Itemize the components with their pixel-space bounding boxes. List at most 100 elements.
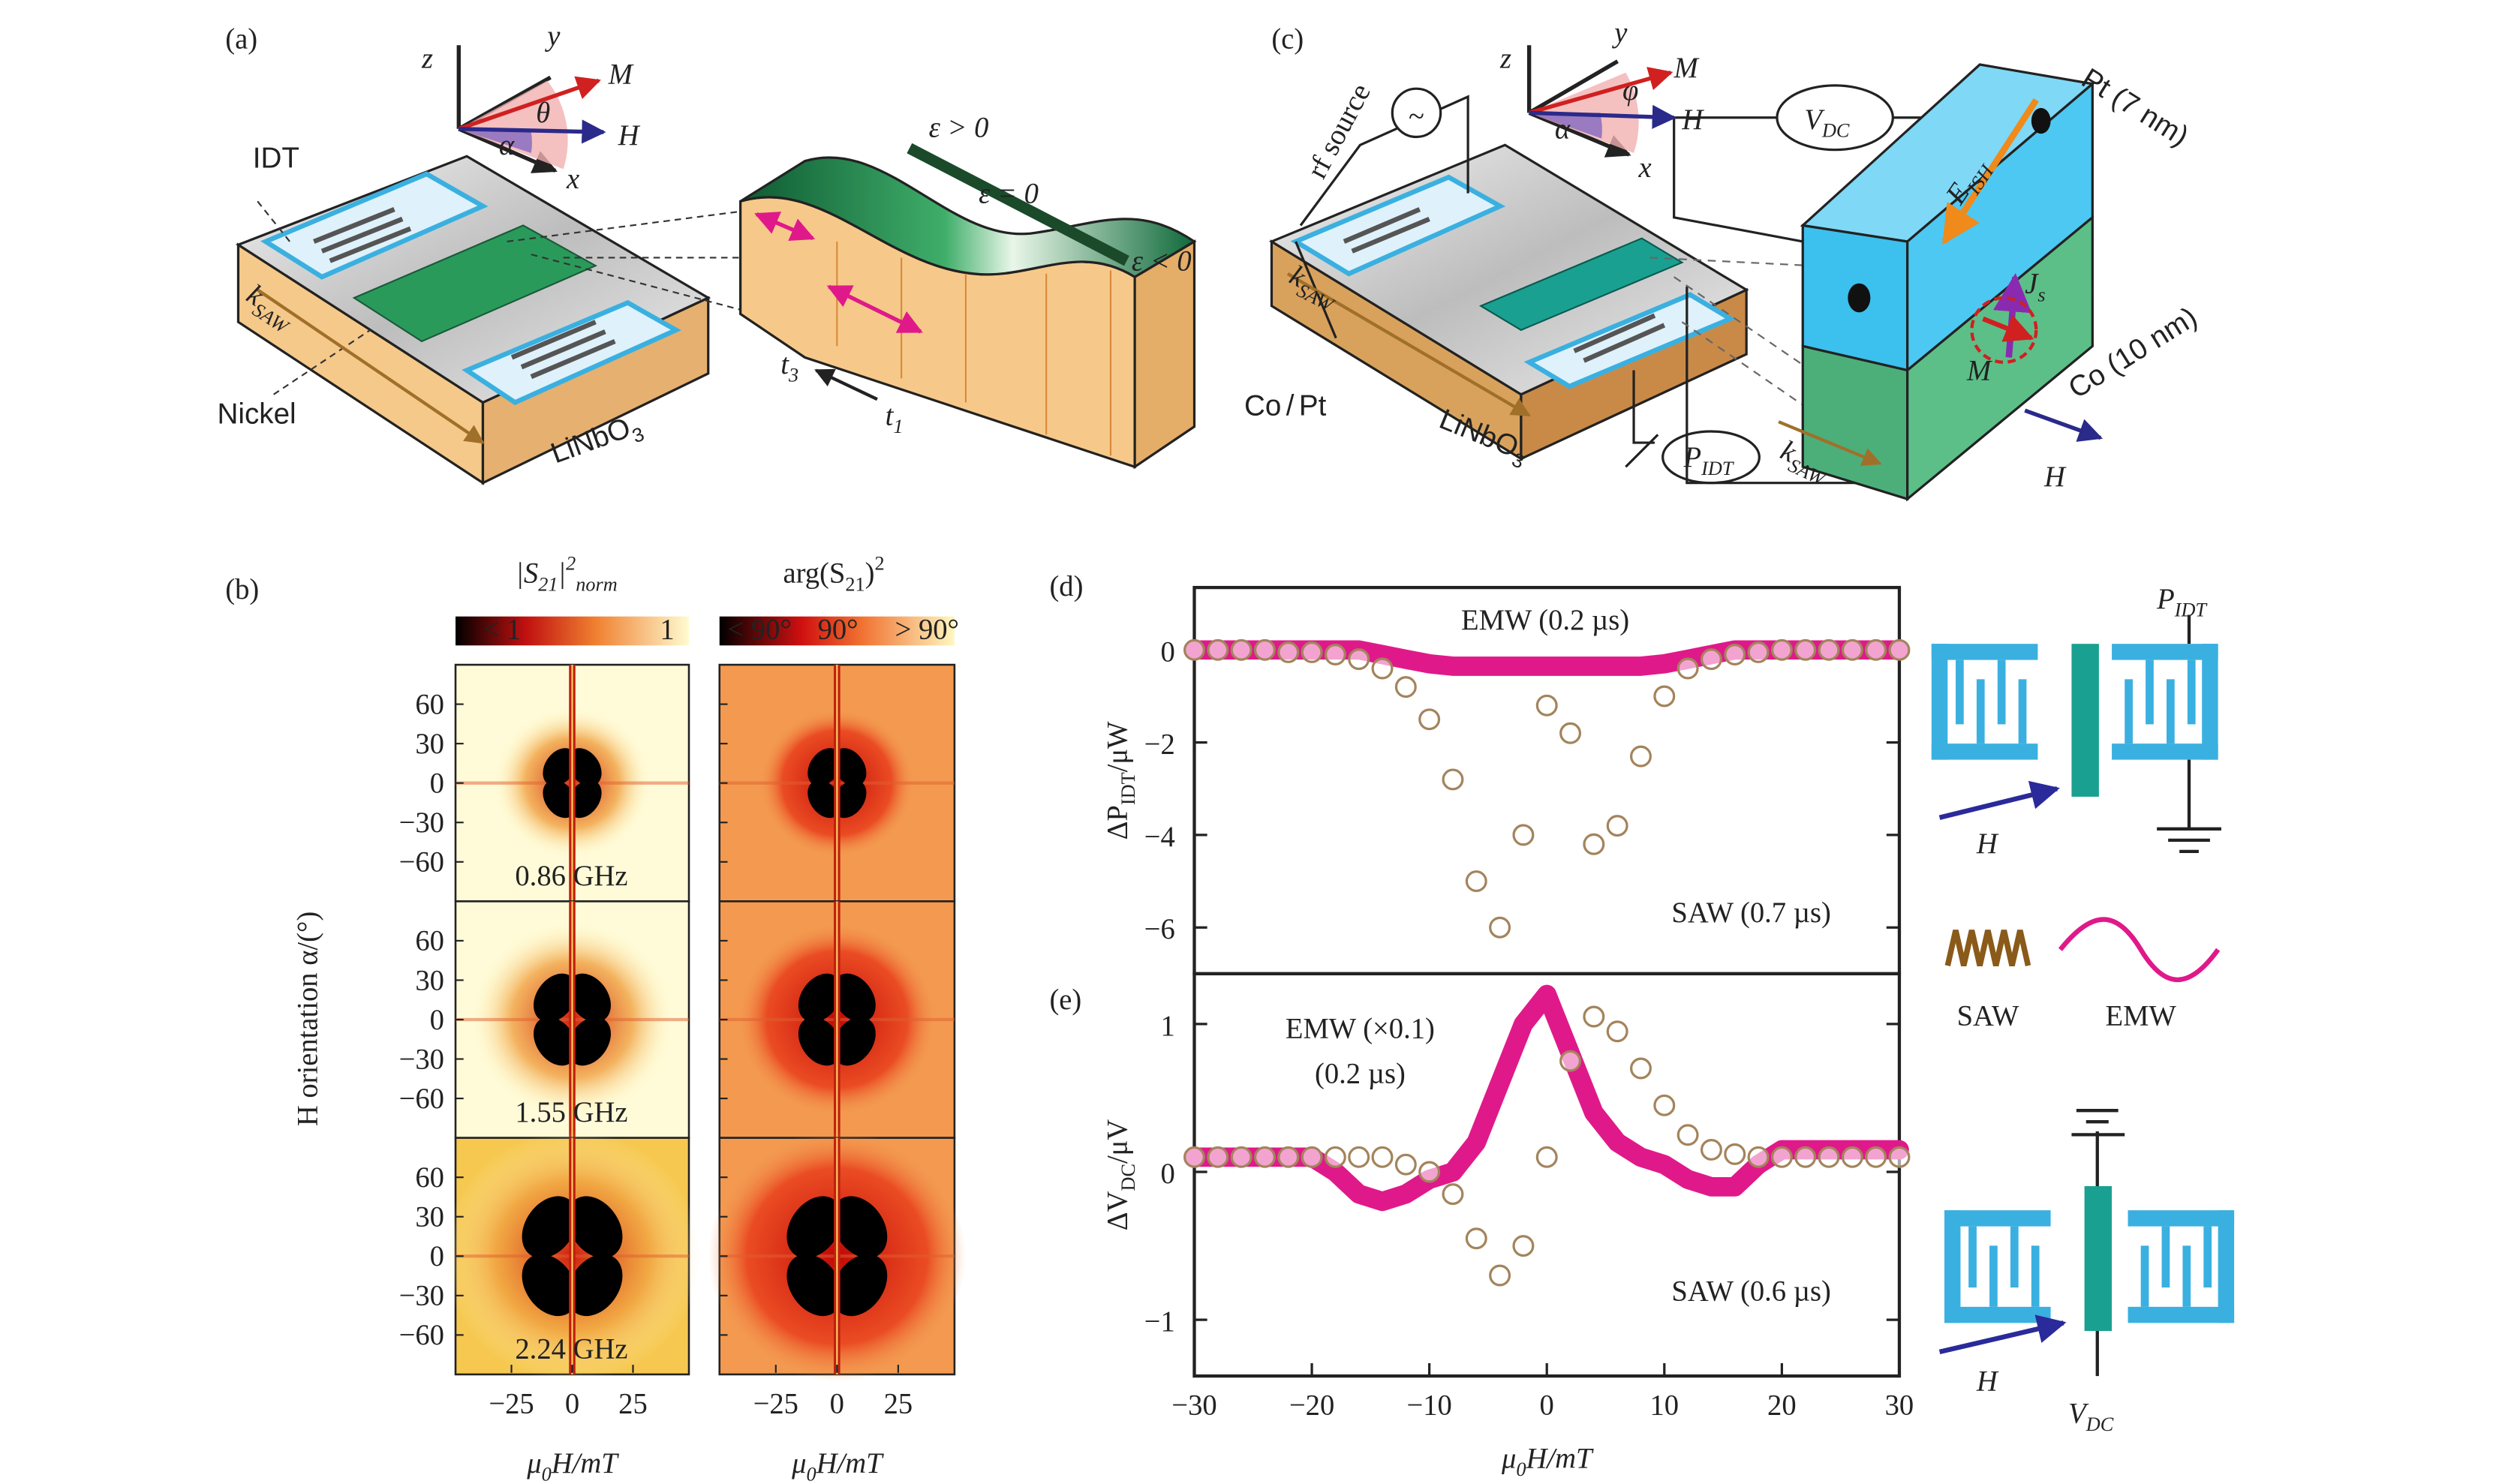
schematic-shape: [1938, 1314, 2067, 1355]
axis-label: x: [1637, 152, 1651, 184]
data-point: [1630, 745, 1652, 768]
component-label-part: DC: [2085, 1413, 2114, 1435]
y-axis-label: ΔVDC/μV: [1102, 1119, 1139, 1231]
panel-a-illustration-shape: [256, 288, 485, 444]
data-point: [1841, 1146, 1863, 1168]
component-label-part: IDT: [2174, 599, 2209, 621]
annotation: (0.2 µs): [1315, 1059, 1406, 1090]
component-label-part: P: [1683, 442, 1702, 473]
data-point: [1865, 1146, 1887, 1168]
x-tick-label: 10: [1650, 1390, 1680, 1422]
panel-a-illustration-shape: [260, 171, 489, 280]
x-tick-label: 0: [565, 1388, 579, 1419]
y-tick-label: −2: [1144, 729, 1175, 761]
panel-c-illustration-shape: [2024, 408, 2104, 442]
data-point: [1489, 1264, 1511, 1287]
x-tick-label: −25: [753, 1388, 798, 1419]
panel-label: (b): [225, 574, 259, 605]
annotation: EMW (×0.1): [1286, 1014, 1435, 1045]
x-axis-label-part: 0: [542, 1463, 552, 1484]
data-point: [1724, 644, 1746, 665]
x-axis-label-part: H/mT: [1526, 1443, 1594, 1474]
heatmap-lobe: [831, 1196, 888, 1258]
column-title-part: 21: [845, 573, 865, 595]
component-label-part: V: [1804, 104, 1825, 136]
panel-c-illustration-shape: [1343, 207, 1666, 363]
data-point: [1418, 708, 1441, 731]
x-tick-label: 0: [1540, 1390, 1554, 1422]
x-axis-label-part: H/mT: [816, 1448, 884, 1479]
vector-label: H: [1976, 828, 1999, 860]
vector-label: H: [1681, 104, 1704, 136]
data-point: [1207, 1146, 1229, 1168]
axis-label-part: t: [780, 349, 789, 380]
schematic-shape-shape: [2218, 1210, 2235, 1323]
data-point: [1348, 648, 1370, 671]
vector-label: H: [1976, 1365, 1999, 1397]
colorbar: [455, 616, 955, 646]
schematic-shape-shape: [2112, 744, 2218, 760]
schematic-shape-shape: [2125, 679, 2133, 744]
data-point: [1512, 1235, 1535, 1257]
y-tick-label: 0: [1160, 636, 1174, 668]
y-tick-label: 0: [430, 1241, 444, 1272]
component-label: Nickel: [218, 398, 296, 430]
vector-label: M: [1966, 355, 1992, 386]
axis-label: t1: [886, 400, 904, 437]
x-tick-label: −20: [1289, 1390, 1334, 1422]
data-point: [1888, 638, 1911, 661]
current-label-part: J: [2025, 269, 2039, 300]
panel-label: (d): [1049, 571, 1083, 602]
y-tick-label: −1: [1144, 1306, 1175, 1338]
x-axis-label: μ0H/mT: [1501, 1443, 1594, 1480]
data-point: [1583, 833, 1605, 855]
data-point: [1818, 638, 1840, 661]
data-point: [1465, 1227, 1487, 1250]
colorbar-label: 1: [660, 614, 674, 646]
panel-a-illustration-shape: [462, 299, 681, 406]
panel-a-illustration: [235, 45, 1197, 485]
y-tick-label: −4: [1144, 822, 1175, 853]
strain-label: ε = 0: [979, 178, 1039, 209]
frequency-label: 1.55 GHz: [515, 1097, 627, 1128]
data-point: [1371, 657, 1394, 680]
schematic-shape-shape: [2031, 1245, 2040, 1307]
schematic-shape-shape: [1956, 659, 1964, 725]
x-axis-label: μ0H/mT: [526, 1448, 619, 1484]
panel-c-illustration-shape: [1286, 272, 1531, 417]
legend-label: SAW: [1957, 1000, 2019, 1032]
x-tick-label: 30: [1885, 1390, 1914, 1422]
schematic-shape-shape: [1944, 1210, 2051, 1227]
schematic-shape: [2157, 614, 2221, 853]
axis-label-part: 3: [788, 365, 798, 386]
panel-c-illustration-shape: [1906, 215, 2094, 502]
schematic-shape-shape: [1997, 659, 2006, 725]
data-point: [1700, 1138, 1722, 1161]
column-title: arg(S21)2: [783, 552, 884, 595]
data-point: [1394, 1153, 1417, 1176]
heatmap-lobe: [522, 1254, 578, 1317]
y-axis-label-part: IDT: [1117, 772, 1139, 805]
axis-label: z: [1499, 43, 1511, 74]
data-point: [1301, 641, 1323, 663]
panel-c-illustration-shape: [1941, 98, 2039, 245]
axis-label: x: [566, 164, 579, 195]
vector-label: M: [1673, 53, 1700, 84]
axis-label: t3: [780, 349, 798, 386]
y-tick-label: −30: [399, 1044, 444, 1075]
heatmap-lobe: [567, 1254, 623, 1317]
colorbar-label: > 90°: [895, 614, 959, 646]
data-point: [1512, 824, 1535, 846]
x-axis-label-part: μ: [1501, 1443, 1516, 1474]
data-point: [1747, 641, 1770, 663]
component-label: PIDT: [2156, 584, 2208, 621]
data-point: [1747, 1146, 1770, 1168]
layer-label: Pt (7 nm): [2076, 62, 2194, 153]
schematic-shape: [1944, 930, 2031, 966]
panel-c-illustration-shape: [1649, 257, 1812, 412]
panel-a-illustration-shape: [814, 368, 878, 401]
component-label: rf source: [1301, 79, 1377, 184]
x-tick-label: 20: [1767, 1390, 1797, 1422]
schematic-shape-shape: [2202, 644, 2218, 760]
